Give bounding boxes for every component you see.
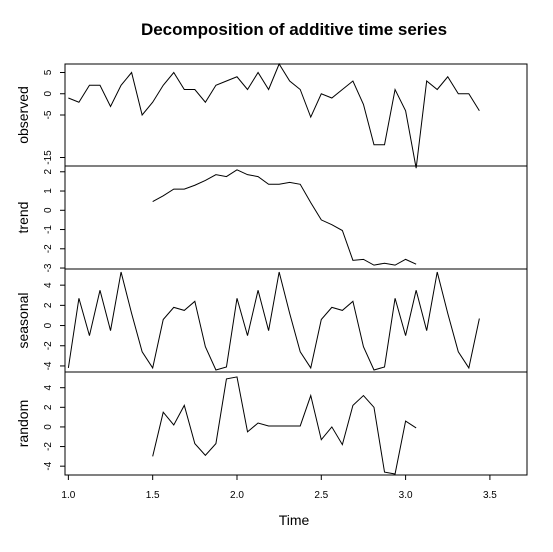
trend-panel-frame: [64, 165, 528, 270]
trend-ytick-label: -1: [43, 225, 54, 234]
x-tick-label: 1.0: [61, 490, 75, 501]
seasonal-panel-frame: [64, 268, 528, 373]
chart-title: Decomposition of additive time series: [141, 20, 447, 39]
trend-ytick-label: 2: [43, 169, 54, 175]
trend-ytick-label: 0: [43, 207, 54, 213]
observed-ytick-label: -5: [43, 110, 54, 119]
random-ytick-label: -2: [43, 442, 54, 451]
x-axis: 1.0 1.5 2.0 2.5 3.0 3.5: [61, 475, 497, 501]
trend-series-line: [152, 169, 417, 266]
panel-observed: 5 0 -5 -15 observed: [15, 62, 528, 169]
seasonal-series-line: [67, 271, 480, 371]
panels-group: 5 0 -5 -15 observed 2 1 0 -1 -2 -3 trend 4 2 0 -2 -4 seas…: [15, 62, 528, 476]
random-ytick-label: 4: [43, 384, 54, 390]
random-axis-label: random: [15, 400, 31, 447]
seasonal-ytick-label: 4: [43, 282, 54, 288]
trend-ytick-label: -2: [43, 244, 54, 253]
observed-ytick-label: 0: [43, 91, 54, 97]
observed-ytick-label: 5: [43, 69, 54, 75]
random-ytick-label: 2: [43, 404, 54, 410]
random-panel-frame: [64, 371, 528, 476]
observed-ytick-label: -15: [43, 150, 54, 165]
seasonal-ytick-label: -4: [43, 361, 54, 370]
x-axis-label: Time: [279, 512, 310, 528]
panel-trend: 2 1 0 -1 -2 -3 trend: [15, 165, 528, 272]
x-tick-label: 2.5: [314, 490, 328, 501]
panel-seasonal: 4 2 0 -2 -4 seasonal: [15, 268, 528, 373]
observed-axis-label: observed: [15, 86, 31, 144]
seasonal-ytick-label: -2: [43, 341, 54, 350]
x-tick-label: 2.0: [230, 490, 244, 501]
x-tick-label: 1.5: [146, 490, 160, 501]
observed-panel-frame: [64, 63, 528, 167]
seasonal-ytick-label: 2: [43, 302, 54, 308]
observed-series-line: [68, 62, 480, 169]
random-ytick-label: 0: [43, 424, 54, 430]
panel-random: 4 2 0 -2 -4 random: [15, 371, 528, 476]
trend-ytick-label: 1: [43, 188, 54, 194]
trend-ytick-label: -3: [43, 263, 54, 272]
random-series-line: [152, 376, 417, 475]
x-tick-label: 3.5: [483, 490, 497, 501]
seasonal-ytick-label: 0: [43, 322, 54, 328]
random-ytick-label: -4: [43, 461, 54, 470]
seasonal-axis-label: seasonal: [15, 292, 31, 348]
trend-axis-label: trend: [15, 202, 31, 234]
x-tick-label: 3.0: [399, 490, 413, 501]
